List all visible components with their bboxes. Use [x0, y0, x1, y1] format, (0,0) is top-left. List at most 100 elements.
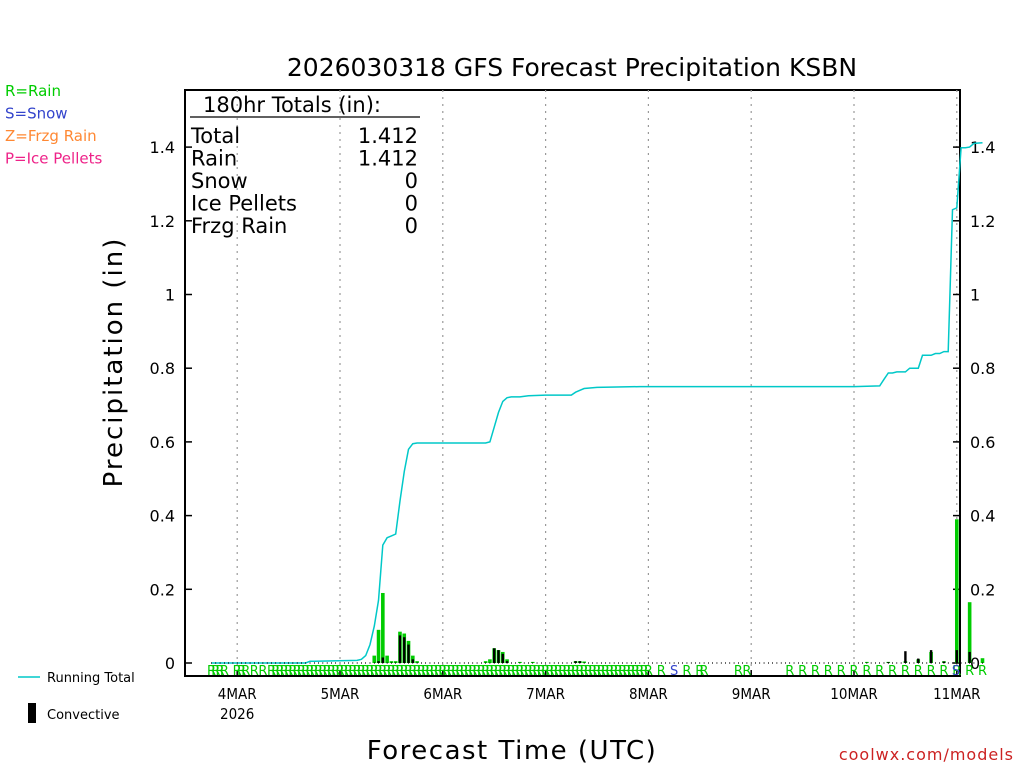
y-tick-label-left: 0.6 — [150, 433, 175, 452]
ptype-rain-letter: R — [618, 664, 627, 679]
ptype-rain-letter: R — [494, 664, 503, 679]
y-tick-label-right: 0.4 — [970, 507, 995, 526]
x-tick-label: 7MAR — [526, 685, 565, 703]
ptype-rain-letter: R — [605, 664, 614, 679]
ptype-rain-letter: R — [580, 664, 589, 679]
ptype-rain-letter: R — [939, 664, 948, 679]
ptype-rain-letter: R — [395, 664, 404, 679]
ptype-rain-letter: R — [451, 664, 460, 679]
ptype-rain-letter: R — [524, 664, 533, 679]
ptype-rain-letter: R — [657, 664, 666, 679]
convective-legend-label: Convective — [47, 708, 120, 723]
ptype-rain-letter: R — [211, 664, 220, 679]
y-tick-label-right: 0 — [970, 654, 980, 673]
chart-title: 2026030318 GFS Forecast Precipitation KS… — [287, 53, 857, 82]
ptype-rain-letter: R — [695, 664, 704, 679]
ptype-rain-letter: R — [378, 664, 387, 679]
convective-bar — [403, 637, 406, 663]
ptype-rain-letter: R — [271, 664, 280, 679]
totals-row-label: Frzg Rain — [191, 214, 287, 238]
ptype-rain-letter: R — [473, 664, 482, 679]
ptype-rain-letter: R — [276, 664, 285, 679]
x-tick-label: 11MAR — [933, 685, 980, 703]
y-tick-label-right: 0.6 — [970, 433, 995, 452]
y-tick-label-right: 0.8 — [970, 359, 995, 378]
ptype-rain-letter: R — [447, 664, 456, 679]
ptype-rain-letter: R — [533, 664, 542, 679]
ptype-rain-letter: R — [207, 664, 216, 679]
ptype-rain-letter: R — [640, 664, 649, 679]
ptype-rain-letter: R — [901, 664, 910, 679]
ptype-rain-letter: R — [537, 664, 546, 679]
ptype-rain-letter: R — [267, 664, 276, 679]
ptype-rain-letter: R — [584, 664, 593, 679]
ptype-rain-letter: R — [425, 664, 434, 679]
y-tick-label-left: 1 — [165, 286, 175, 305]
precip-bar — [385, 655, 389, 663]
ptype-rain-letter: R — [280, 664, 289, 679]
convective-bar — [497, 650, 500, 663]
y-axis-label: Precipitation (in) — [99, 237, 129, 488]
ptype-rain-letter: R — [567, 664, 576, 679]
ptype-rain-letter: R — [438, 664, 447, 679]
ptype-rain-letter: R — [387, 664, 396, 679]
ptype-rain-letter: R — [455, 664, 464, 679]
plot-frame — [184, 89, 961, 677]
convective-bar — [501, 653, 504, 663]
ptype-rain-letter: R — [862, 664, 871, 679]
ptype-rain-letter: R — [293, 664, 302, 679]
y-tick-label-left: 0 — [165, 654, 175, 673]
ptype-rain-letter: R — [554, 664, 563, 679]
y-tick-label-right: 1 — [970, 286, 980, 305]
ptype-rain-letter: R — [511, 664, 520, 679]
ptype-rain-letter: R — [507, 664, 516, 679]
x-axis-label: Forecast Time (UTC) — [367, 736, 658, 766]
ptype-rain-letter: R — [785, 664, 794, 679]
precip-bar — [955, 519, 959, 663]
totals-box: 180hr Totals (in): Total 1.412 Rain 1.412 Sn… — [190, 93, 420, 238]
ptype-rain-letter: R — [515, 664, 524, 679]
ptype-rain-letter: R — [601, 664, 610, 679]
ptype-rain-letter: R — [610, 664, 619, 679]
totals-row-label: Ice Pellets — [191, 192, 297, 216]
x-tick-label: 4MAR — [218, 685, 257, 703]
ptype-rain-letter: R — [344, 664, 353, 679]
ptype-rain-letter: R — [700, 664, 709, 679]
ptype-rain-letter: R — [220, 664, 229, 679]
series-legend: Running Total Convective — [18, 671, 135, 723]
ptype-rain-letter: R — [481, 664, 490, 679]
ptype-rain-letter: R — [400, 664, 409, 679]
ptype-rain-letter: R — [404, 664, 413, 679]
ptype-rain-letter: R — [635, 664, 644, 679]
ptype-rain-letter: R — [477, 664, 486, 679]
ptype-rain-letter: R — [430, 664, 439, 679]
ptype-rain-letter: R — [811, 664, 820, 679]
ptype-rain-letter: R — [562, 664, 571, 679]
ptype-rain-letter: R — [310, 664, 319, 679]
ptype-rain-letter: R — [875, 664, 884, 679]
ptype-rain-letter: R — [622, 664, 631, 679]
totals-header: 180hr Totals (in): — [203, 93, 381, 117]
ptype-rain-letter: R — [571, 664, 580, 679]
ptype-rain-letter: R — [682, 664, 691, 679]
ptype-rain-letter: R — [965, 664, 974, 679]
ptype-rain-letter: R — [837, 664, 846, 679]
running-total-layer — [211, 141, 983, 664]
type-legend-snow: S=Snow — [5, 105, 68, 123]
ptype-snow-letter: S — [670, 664, 678, 679]
x-axis-ticks: 4MAR 2026 5MAR 6MAR 7MAR 8MAR 9MAR 10MAR 11MAR — [218, 670, 981, 723]
convective-bar — [904, 651, 907, 663]
ptype-rain-letter: R — [284, 664, 293, 679]
ptype-rain-letter: R — [353, 664, 362, 679]
x-tick-label: 5MAR — [321, 685, 360, 703]
ptype-rain-letter: R — [241, 664, 250, 679]
ptype-rain-letter: R — [383, 664, 392, 679]
totals-row-value: 0 — [405, 169, 418, 193]
ptype-rain-letter: R — [361, 664, 370, 679]
ptype-rain-letter: R — [927, 664, 936, 679]
ptype-rain-letter: R — [614, 664, 623, 679]
ptype-rain-letter: R — [258, 664, 267, 679]
ptype-rain-letter: R — [575, 664, 584, 679]
totals-row-value: 0 — [405, 192, 418, 216]
